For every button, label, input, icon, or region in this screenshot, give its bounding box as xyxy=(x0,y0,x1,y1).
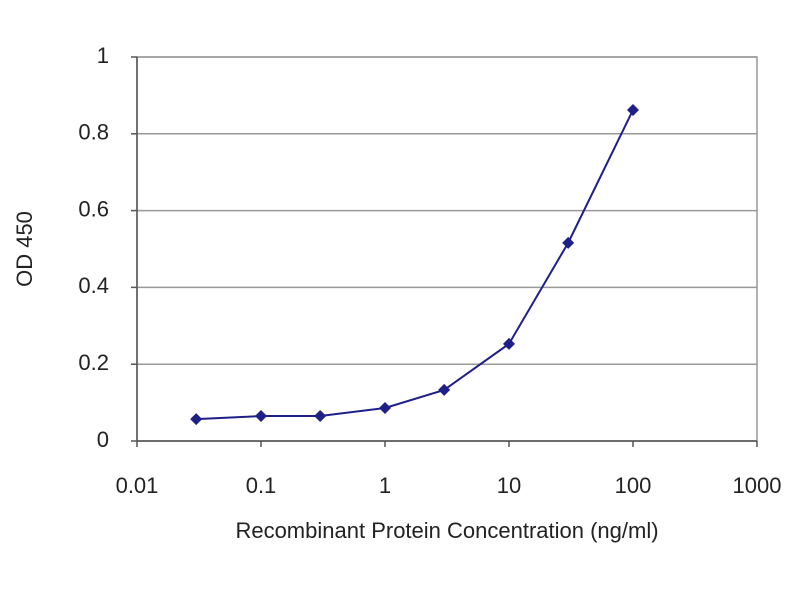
x-tick-label: 1000 xyxy=(733,473,782,498)
x-tick-label: 100 xyxy=(615,473,652,498)
y-tick-label: 0 xyxy=(97,427,109,452)
data-point xyxy=(379,401,391,414)
data-point xyxy=(503,337,515,350)
data-point xyxy=(438,383,451,396)
plot-frame xyxy=(136,56,758,442)
data-point xyxy=(627,103,639,116)
y-tick-label: 0.6 xyxy=(78,196,109,221)
x-tick-label: 0.1 xyxy=(246,473,277,498)
y-axis-title: OD 450 xyxy=(12,211,37,287)
y-tick-label: 0.8 xyxy=(78,120,109,145)
y-tick-label: 0.4 xyxy=(78,273,109,298)
x-tick-label: 1 xyxy=(379,473,391,498)
x-tick-label: 10 xyxy=(497,473,521,498)
y-tick-label: 1 xyxy=(97,43,109,68)
y-tick-label: 0.2 xyxy=(78,350,109,375)
data-point xyxy=(562,236,575,249)
x-tick-label: 0.01 xyxy=(116,473,159,498)
data-point xyxy=(255,410,267,423)
x-axis-title: Recombinant Protein Concentration (ng/ml… xyxy=(235,518,658,543)
data-point xyxy=(190,413,203,426)
data-point xyxy=(314,410,327,423)
data-line xyxy=(196,109,634,421)
